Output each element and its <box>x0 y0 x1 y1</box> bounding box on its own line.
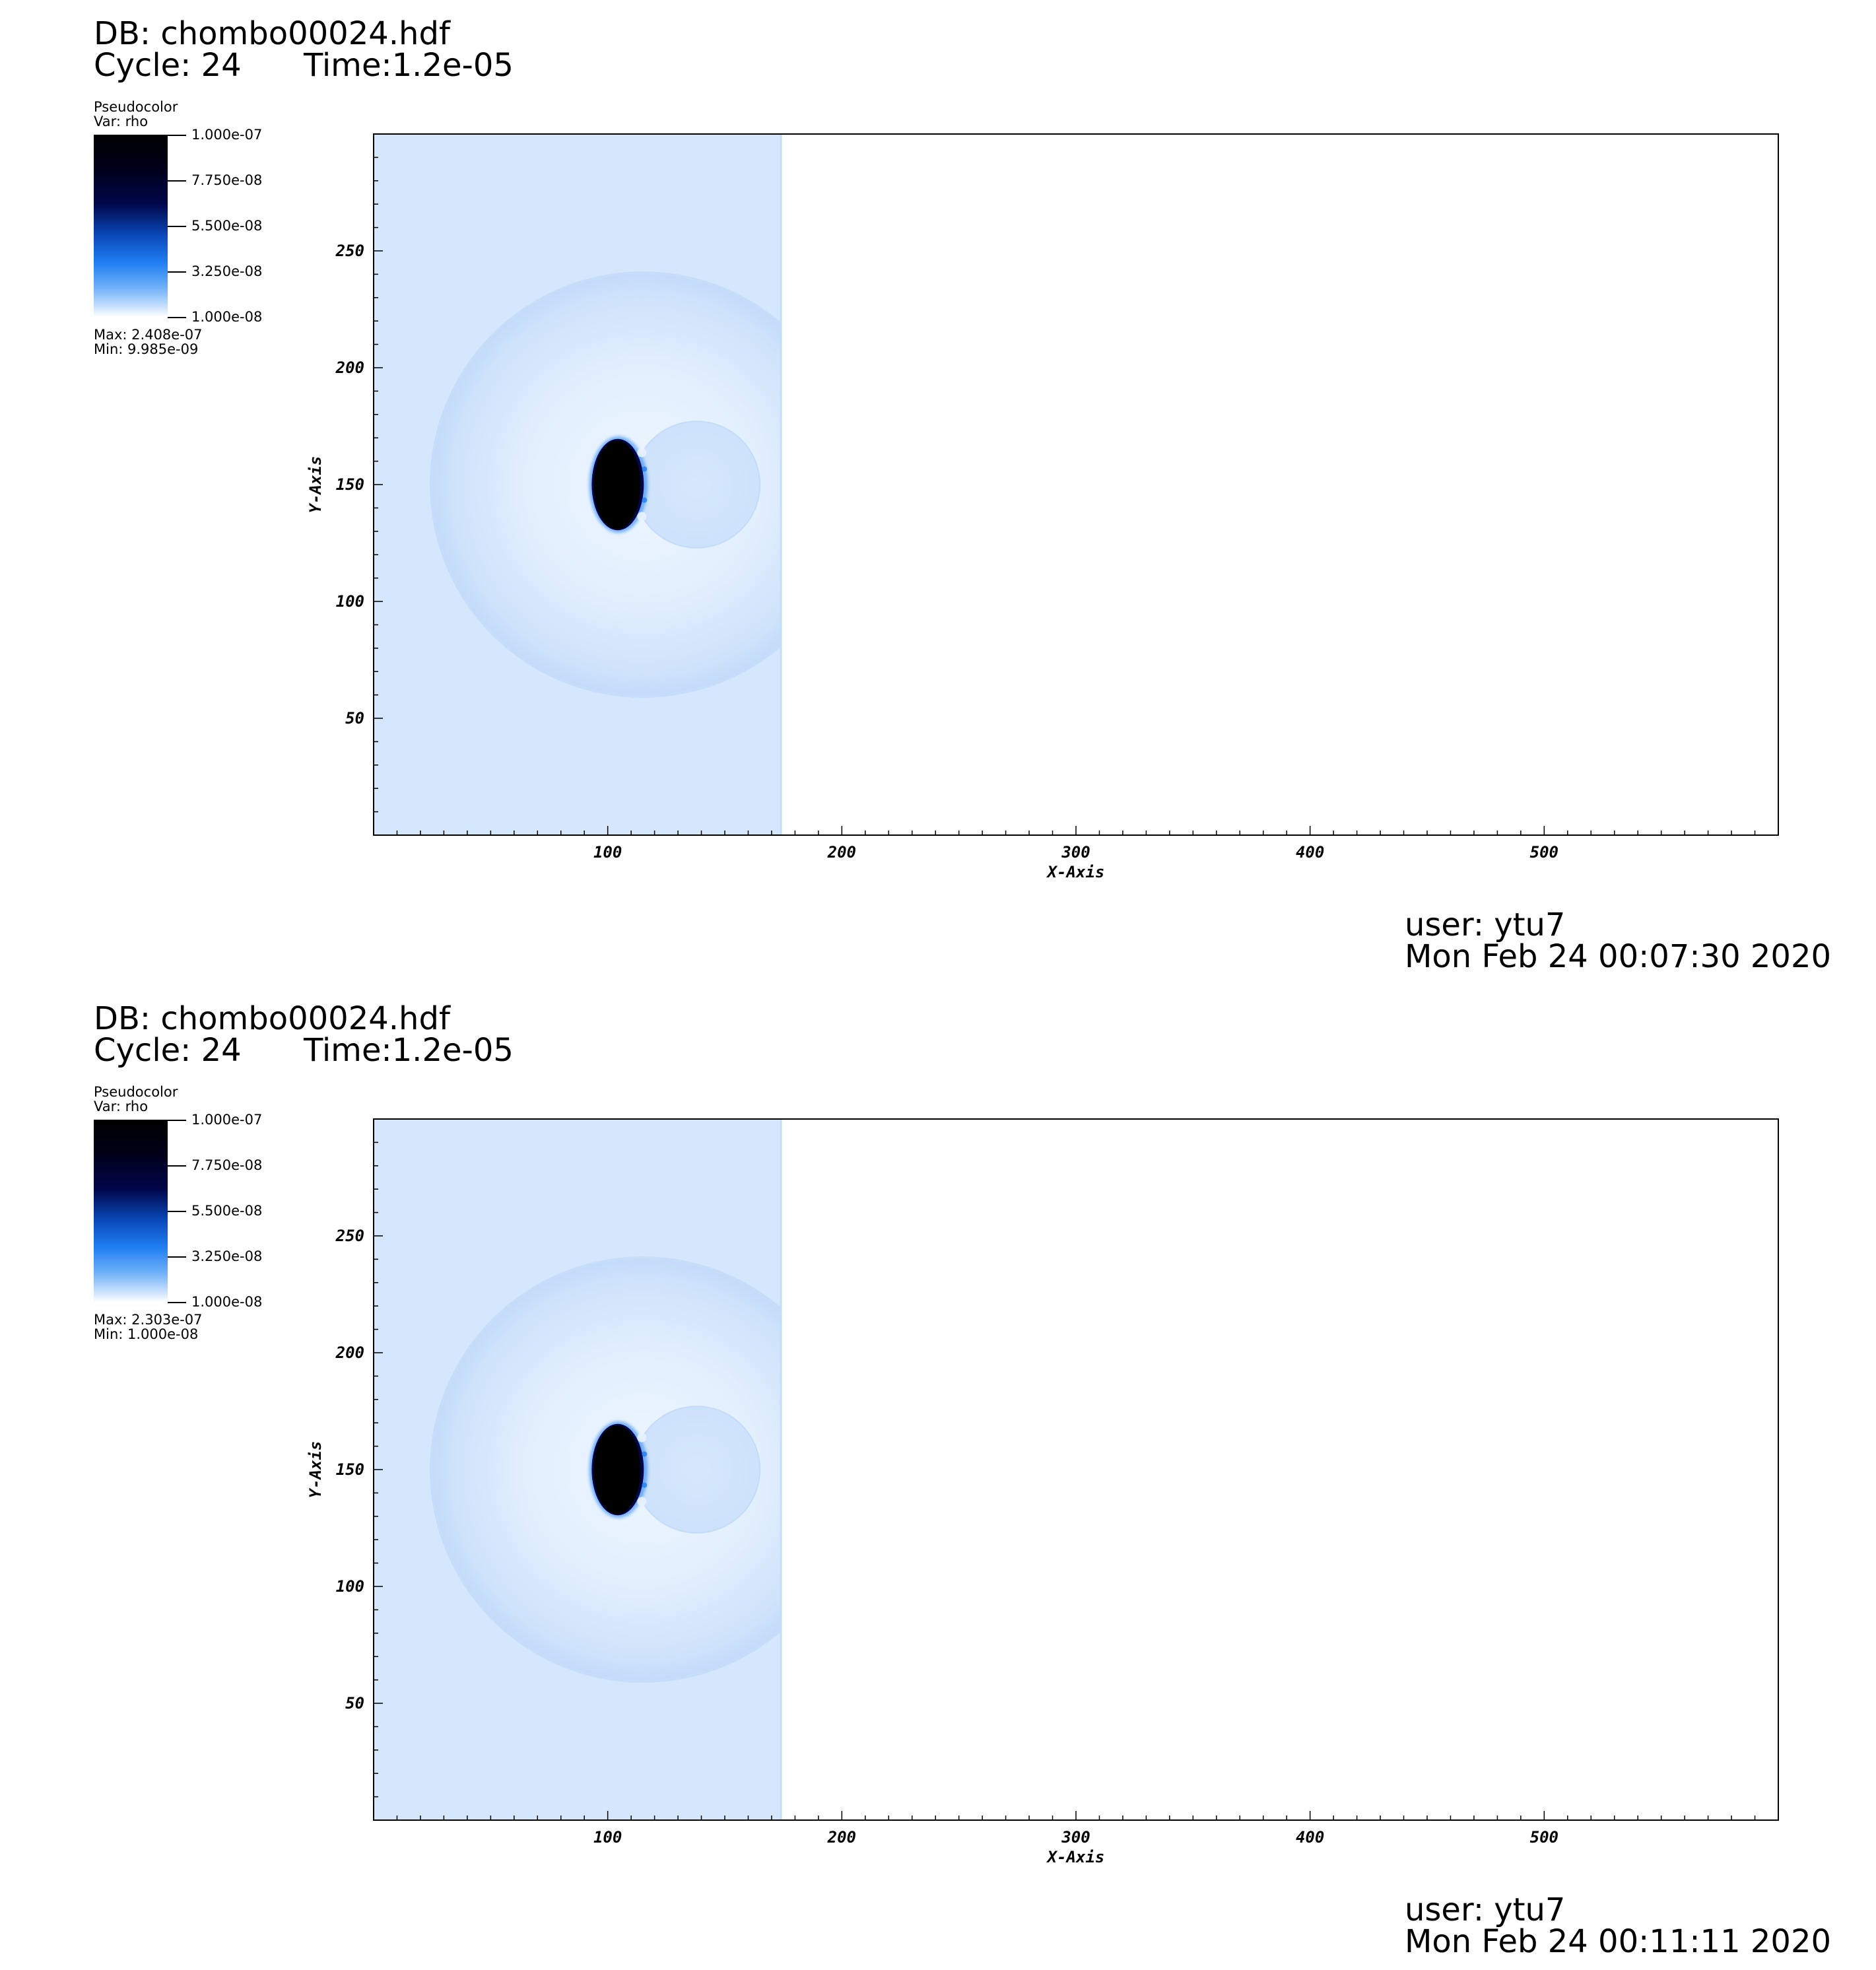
x-tick-label: 300 <box>1061 1828 1090 1847</box>
x-tick-label: 500 <box>1530 1828 1558 1847</box>
y-tick-label: 150 <box>336 1460 364 1479</box>
date-label: Mon Feb 24 00:11:11 2020 <box>1405 1923 1832 1960</box>
blob-instability <box>642 1482 648 1488</box>
x-tick-label: 200 <box>827 1828 856 1847</box>
user-label: user: ytu7 <box>1405 1891 1566 1928</box>
legend-min: Min: 9.985e-09 <box>94 341 199 357</box>
colorbar-tick <box>168 1211 186 1212</box>
y-tick-label: 150 <box>336 475 364 494</box>
x-axis-title: X-Axis <box>1046 1848 1105 1866</box>
colorbar-tick <box>168 1302 186 1303</box>
colorbar-label: 7.750e-08 <box>191 172 263 188</box>
colorbar-label: 3.250e-08 <box>191 1248 263 1264</box>
y-tick-label: 50 <box>345 709 364 728</box>
colorbar-tick <box>168 1256 186 1258</box>
colorbar-tick <box>168 1120 186 1121</box>
pseudocolor-plot: 100 200 300 400 500 50 100 150 200 250 X-Axis Y-Axi… <box>306 133 1779 881</box>
y-tick-label: 250 <box>335 242 364 260</box>
legend-plot-type: Pseudocolor <box>94 99 178 115</box>
colorbar-tick <box>168 317 186 318</box>
y-tick-label: 200 <box>335 1343 364 1362</box>
cycle-value: Cycle: 24 <box>94 1032 242 1069</box>
legend-max: Max: 2.408e-07 <box>94 327 203 343</box>
x-tick-label: 300 <box>1061 843 1090 862</box>
colorbar-label: 1.000e-08 <box>191 1294 263 1310</box>
database-label: DB: chombo00024.hdf <box>94 1000 450 1037</box>
colorbar <box>94 135 168 317</box>
legend-variable: Var: rho <box>94 1099 149 1114</box>
colorbar-label: 5.500e-08 <box>191 1203 263 1219</box>
cycle-label: Cycle: 24 Time:1.2e-05 <box>94 47 514 84</box>
blob-instability <box>637 1433 647 1443</box>
blob-instability <box>642 466 648 472</box>
blob-instability <box>642 1451 648 1457</box>
colorbar-label: 3.250e-08 <box>191 263 263 279</box>
x-axis-title: X-Axis <box>1046 863 1105 881</box>
legend-variable: Var: rho <box>94 114 149 129</box>
outer-shock-edge <box>430 271 782 698</box>
cycle-label: Cycle: 24 Time:1.2e-05 <box>94 1032 514 1069</box>
blob-instability <box>637 448 647 458</box>
y-axis-title: Y-Axis <box>306 456 325 514</box>
visit-window-bottom: DB: chombo00024.hdf Cycle: 24 Time:1.2e-… <box>0 985 1876 1970</box>
database-label: DB: chombo00024.hdf <box>94 15 450 52</box>
x-tick-label: 400 <box>1296 1828 1324 1847</box>
y-tick-label: 50 <box>345 1694 364 1713</box>
cycle-value: Cycle: 24 <box>94 47 242 84</box>
colorbar-tick <box>168 1165 186 1167</box>
blob-instability <box>642 497 648 503</box>
outer-shock-edge <box>430 1256 782 1683</box>
colorbar-label: 1.000e-07 <box>191 127 263 143</box>
colorbar-label: 1.000e-08 <box>191 309 263 325</box>
colorbar-label: 1.000e-07 <box>191 1112 263 1128</box>
pseudocolor-plot: 100 200 300 400 500 50 100 150 200 250 X-Axis Y-Axi… <box>306 1118 1779 1866</box>
inner-bubble <box>633 1406 760 1533</box>
time-label: Time:1.2e-05 <box>304 1032 514 1069</box>
legend-plot-type: Pseudocolor <box>94 1084 178 1100</box>
user-label: user: ytu7 <box>1405 906 1566 943</box>
y-axis-title: Y-Axis <box>306 1441 325 1499</box>
x-tick-label: 400 <box>1296 843 1324 862</box>
x-tick-label: 100 <box>593 843 622 862</box>
colorbar-tick <box>168 135 186 136</box>
y-tick-label: 100 <box>336 592 364 611</box>
date-label: Mon Feb 24 00:07:30 2020 <box>1405 938 1832 975</box>
legend-max: Max: 2.303e-07 <box>94 1312 203 1328</box>
colorbar-tick <box>168 271 186 273</box>
dense-blob <box>593 1425 641 1514</box>
time-label: Time:1.2e-05 <box>304 47 514 84</box>
blob-instability <box>637 512 647 522</box>
blob-instability <box>637 1497 647 1507</box>
colorbar-tick <box>168 180 186 182</box>
colorbar-label: 5.500e-08 <box>191 218 263 234</box>
colorbar <box>94 1120 168 1302</box>
colorbar-tick <box>168 226 186 227</box>
y-tick-label: 200 <box>335 358 364 377</box>
legend-min: Min: 1.000e-08 <box>94 1326 199 1342</box>
colorbar-label: 7.750e-08 <box>191 1157 263 1173</box>
y-tick-label: 100 <box>336 1577 364 1596</box>
dense-blob <box>593 440 641 529</box>
visit-window-top: DB: chombo00024.hdf Cycle: 24 Time:1.2e-… <box>94 15 1832 975</box>
x-tick-label: 100 <box>593 1828 622 1847</box>
inner-bubble <box>633 421 760 548</box>
x-tick-label: 200 <box>827 843 856 862</box>
y-tick-label: 250 <box>335 1227 364 1245</box>
x-tick-label: 500 <box>1530 843 1558 862</box>
